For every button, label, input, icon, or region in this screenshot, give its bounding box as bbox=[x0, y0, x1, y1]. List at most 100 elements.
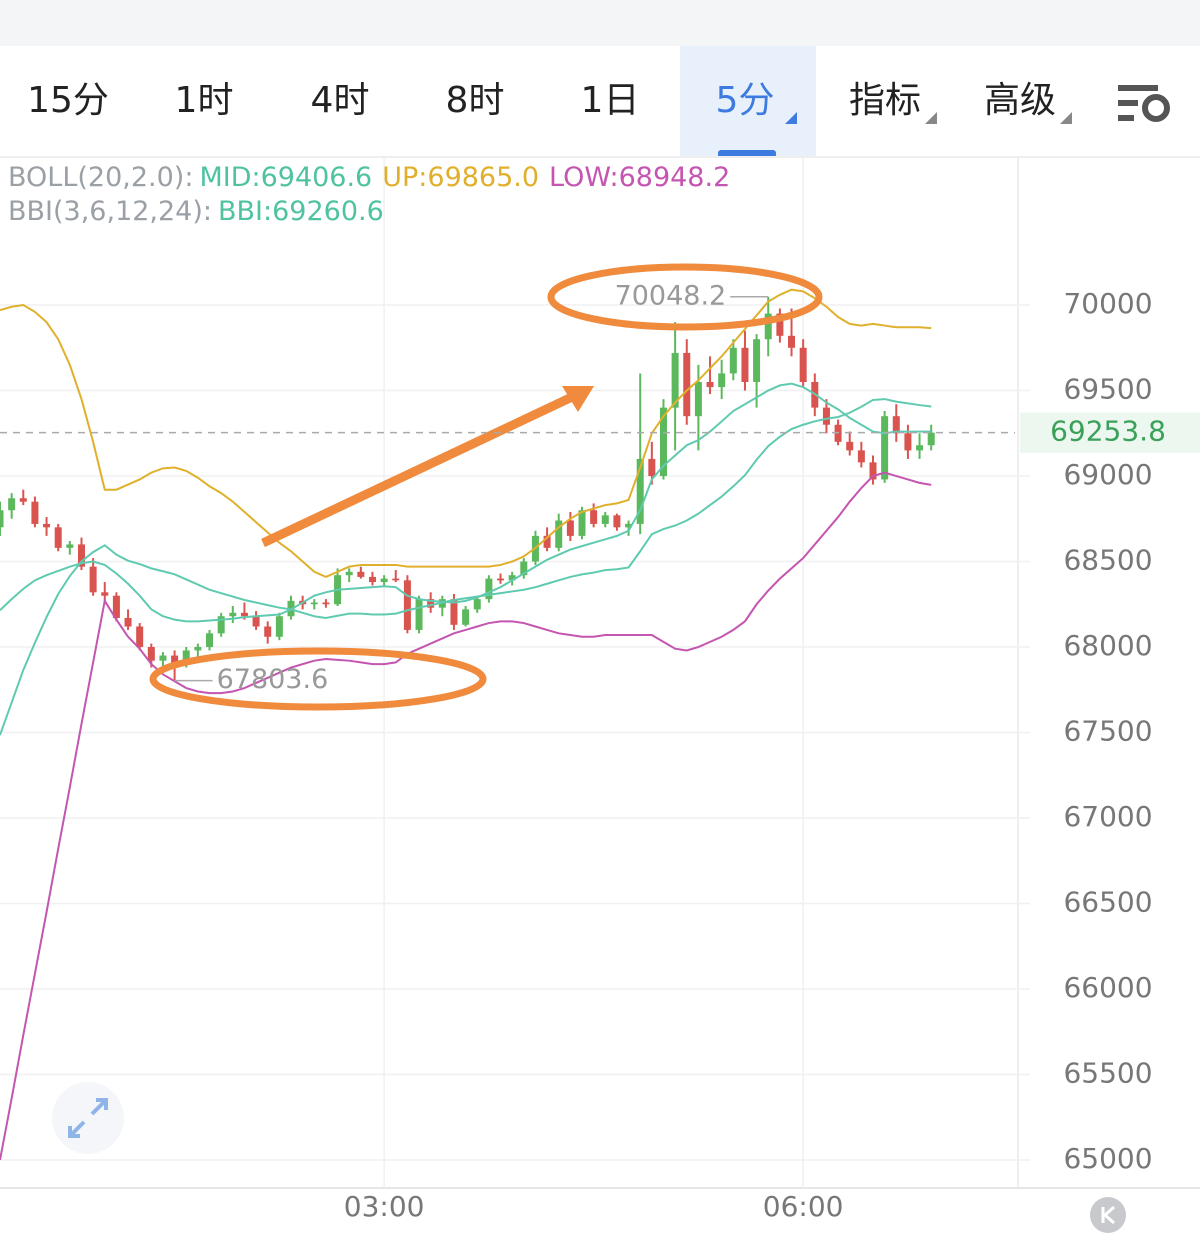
annotations bbox=[149, 263, 823, 711]
candle-body bbox=[566, 520, 574, 536]
candle-body bbox=[753, 339, 761, 382]
candle-body bbox=[357, 571, 365, 577]
candle-body bbox=[240, 612, 248, 617]
candle-body bbox=[473, 599, 481, 610]
candle-body bbox=[497, 578, 505, 581]
candle-body bbox=[881, 416, 889, 480]
candle-body bbox=[764, 313, 772, 340]
candle-body bbox=[718, 373, 726, 388]
indicator-value: LOW:68948.2 bbox=[549, 162, 730, 193]
y-tick-label: 65000 bbox=[1063, 1142, 1152, 1175]
candle-body bbox=[427, 599, 435, 608]
candle-body bbox=[648, 458, 656, 477]
candle-body bbox=[147, 647, 155, 661]
expand-icon bbox=[68, 1098, 108, 1138]
y-tick-label: 67500 bbox=[1063, 715, 1152, 748]
candle-body bbox=[625, 523, 633, 528]
candle-body bbox=[368, 576, 376, 583]
tab[interactable]: 5分 bbox=[716, 80, 775, 121]
candle-body bbox=[822, 407, 830, 425]
collapse-icon bbox=[1101, 1205, 1115, 1225]
candle-body bbox=[182, 650, 190, 665]
indicator-line bbox=[0, 471, 932, 1161]
candle-body bbox=[892, 416, 900, 434]
plot bbox=[0, 158, 1030, 1188]
settings-icon[interactable] bbox=[1118, 85, 1170, 122]
candle-body bbox=[857, 450, 865, 463]
status-strip bbox=[0, 0, 1200, 46]
tab[interactable]: 1时 bbox=[175, 80, 234, 121]
indicator-line bbox=[0, 288, 932, 579]
candle-body bbox=[694, 381, 702, 417]
candle-body bbox=[555, 520, 563, 548]
candle-body bbox=[380, 578, 388, 583]
candle-body bbox=[916, 445, 924, 451]
candle-body bbox=[19, 498, 27, 502]
tab[interactable]: 指标 bbox=[849, 80, 921, 121]
indicator-label: BOLL(20,2.0): bbox=[8, 162, 193, 193]
candle-body bbox=[345, 571, 353, 576]
indicator-value: MID:69406.6 bbox=[199, 162, 372, 193]
candle-body bbox=[43, 523, 51, 528]
candle-body bbox=[788, 335, 796, 348]
trend-arrow bbox=[261, 392, 574, 548]
tab-caret bbox=[785, 112, 797, 124]
candle-body bbox=[171, 655, 179, 665]
indicator-value: BBI:69260.6 bbox=[218, 196, 384, 227]
high-marker: 70048.2 bbox=[615, 280, 727, 311]
indicator-label: BBI(3,6,12,24): bbox=[8, 196, 212, 227]
collapse-button[interactable] bbox=[1090, 1197, 1126, 1233]
candle-body bbox=[846, 441, 854, 451]
candle-body bbox=[799, 347, 807, 382]
candle-body bbox=[194, 647, 202, 651]
candle-body bbox=[264, 626, 272, 637]
candle-body bbox=[89, 566, 97, 593]
indicator-legend: BBI(3,6,12,24): BBI:69260.6 bbox=[8, 196, 384, 227]
candle-body bbox=[31, 501, 39, 524]
candle-body bbox=[462, 609, 470, 625]
candle-body bbox=[706, 381, 714, 388]
candle-body bbox=[729, 347, 737, 374]
candle-body bbox=[613, 515, 621, 528]
expand-button[interactable] bbox=[52, 1082, 124, 1154]
tab-caret bbox=[925, 112, 937, 124]
candle-body bbox=[485, 578, 493, 600]
candle-body bbox=[776, 313, 784, 336]
indicator-value: UP:69865.0 bbox=[382, 162, 539, 193]
y-tick-label: 68000 bbox=[1063, 629, 1152, 662]
tab[interactable]: 15分 bbox=[27, 80, 109, 121]
candle-body bbox=[124, 617, 132, 627]
candle-body bbox=[229, 612, 237, 617]
y-tick-label: 69500 bbox=[1063, 373, 1152, 406]
candle-body bbox=[206, 633, 214, 648]
tab[interactable]: 4时 bbox=[311, 80, 370, 121]
candle-body bbox=[671, 352, 679, 408]
candle-body bbox=[601, 515, 609, 524]
tab[interactable]: 高级 bbox=[984, 80, 1056, 121]
y-tick-label: 66500 bbox=[1063, 885, 1152, 918]
indicator-line bbox=[0, 382, 932, 623]
candle-body bbox=[0, 510, 4, 528]
y-tick-label: 69000 bbox=[1063, 458, 1152, 491]
y-tick-label: 68500 bbox=[1063, 544, 1152, 577]
tab[interactable]: 8时 bbox=[446, 80, 505, 121]
expand-bg bbox=[52, 1082, 124, 1154]
y-tick-label: 66000 bbox=[1063, 971, 1152, 1004]
tab[interactable]: 1日 bbox=[581, 80, 640, 121]
candle-body bbox=[217, 616, 225, 634]
candle-body bbox=[683, 352, 691, 417]
candle-body bbox=[54, 527, 62, 548]
y-tick-label: 70000 bbox=[1063, 287, 1152, 320]
highlight-ellipse bbox=[547, 263, 823, 331]
candle-body bbox=[112, 595, 120, 618]
last-price-bg bbox=[1020, 412, 1200, 453]
candle-body bbox=[101, 592, 109, 596]
candle-body bbox=[310, 602, 318, 605]
x-tick-label: 03:00 bbox=[344, 1190, 425, 1223]
candle-body bbox=[927, 432, 935, 446]
collapse-bg bbox=[1090, 1197, 1126, 1233]
candle-body bbox=[8, 498, 16, 511]
candle-body bbox=[403, 580, 411, 630]
candle-body bbox=[252, 616, 260, 627]
